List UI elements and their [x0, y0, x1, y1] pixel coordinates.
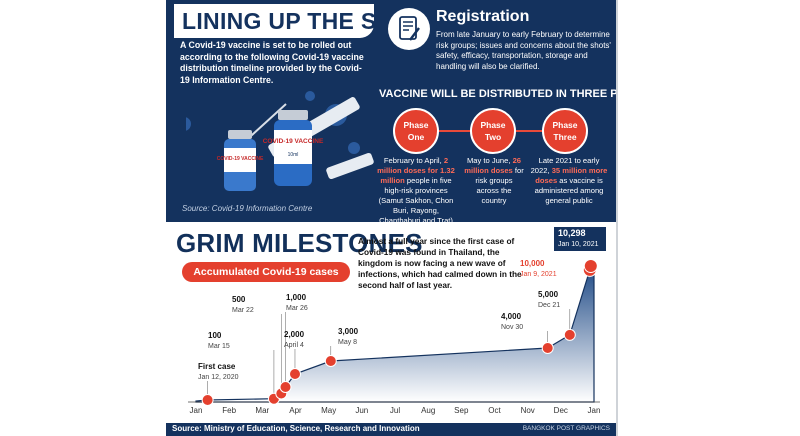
footer-bar: Source: Ministry of Education, Science, … — [166, 423, 616, 436]
milestone-point — [563, 328, 576, 341]
milestone-date: April 4 — [284, 342, 304, 349]
milestone-value: 500 — [232, 295, 246, 304]
month-tick-label: Aug — [421, 406, 435, 415]
cases-chart: Jan Feb Mar Apr May Jun Jul Aug Sep Oct Nov Dec Jan … — [188, 227, 606, 415]
phase-one-badge: Phase One — [393, 108, 439, 154]
phase-three-desc-b: as vaccine is administered among general… — [534, 176, 604, 205]
month-tick-label: Dec — [554, 406, 568, 415]
vial-label-small: COVID-19 VACCINE — [217, 156, 264, 162]
milestone-point — [583, 259, 598, 273]
phase-three-desc-a: Late 2021 to early 2022, — [530, 156, 600, 175]
milestone-value: 2,000 — [284, 330, 305, 339]
milestone-value: 10,298 — [558, 228, 586, 238]
vial-sub: 10ml — [288, 152, 299, 158]
month-tick-label: Sep — [454, 406, 469, 415]
registration-text: From late January to early February to d… — [436, 30, 611, 71]
month-tick-label: Nov — [521, 406, 535, 415]
page-edge — [616, 0, 618, 436]
phase-two-desc-highlight: 26 million doses — [464, 156, 522, 175]
phase-two-label-2: Two — [484, 132, 502, 142]
month-tick-label: Apr — [289, 406, 302, 415]
phase-one-label-1: Phase — [403, 120, 429, 130]
phase-two-desc-b: for risk groups across the country — [475, 166, 524, 205]
phase-three-desc-highlight: 35 million more doses — [535, 166, 608, 185]
vaccine-panel: LINING UP THE SHOTS A Covid-19 vaccine i… — [166, 0, 616, 225]
vaccine-source: Source: Covid-19 Information Centre — [182, 204, 313, 213]
milestone-date: Jan 10, 2021 — [558, 241, 599, 248]
milestone-value: 10,000 — [520, 259, 545, 268]
registration-title: Registration — [436, 8, 530, 25]
phase-one-description: February to April, 2 million doses for 1… — [373, 156, 459, 226]
month-tick-label: Jul — [390, 406, 400, 415]
data-source: Source: Ministry of Education, Science, … — [172, 424, 420, 433]
phase-two-description: May to June, 26 million doses for risk g… — [464, 156, 524, 206]
milestone-value: 3,000 — [338, 327, 359, 336]
milestone-date: Nov 30 — [501, 324, 523, 331]
document-pen-icon — [388, 8, 430, 50]
infographic: LINING UP THE SHOTS A Covid-19 vaccine i… — [166, 0, 616, 436]
month-tick-label: Mar — [255, 406, 269, 415]
milestone-point — [289, 368, 301, 380]
milestone-value: 100 — [208, 331, 222, 340]
phase-three-description: Late 2021 to early 2022, 35 million more… — [529, 156, 609, 206]
cases-pill: Accumulated Covid-19 cases — [182, 262, 350, 282]
month-tick-label: Jan — [190, 406, 203, 415]
phase-one-label-2: One — [407, 132, 425, 142]
milestone-date: May 8 — [338, 339, 357, 346]
milestone-point — [279, 381, 292, 393]
cases-area — [195, 265, 595, 403]
milestone-date: Jan 12, 2020 — [198, 374, 239, 381]
vaccine-vial-small: COVID-19 VACCINE — [217, 130, 264, 191]
milestone-date: Mar 15 — [208, 343, 230, 350]
grim-text: Almost a full year since the first case … — [358, 236, 522, 290]
intro-text: A Covid-19 vaccine is set to be rolled o… — [180, 40, 364, 85]
milestone-point — [324, 355, 337, 367]
month-tick-label: Jun — [355, 406, 368, 415]
milestone-value: First case — [198, 362, 236, 371]
milestone-date: Mar 22 — [232, 307, 254, 314]
phase-three-badge: Phase Three — [542, 108, 588, 154]
grim-title: GRIM MILESTONES — [176, 228, 423, 258]
syringe-rear — [326, 152, 374, 180]
phase-one-desc-b: people in five high-risk provinces (Samu… — [378, 176, 454, 225]
milestone-point — [201, 394, 214, 406]
phase-three-label-1: Phase — [552, 120, 578, 130]
month-tick-label: May — [321, 406, 336, 415]
month-tick-label: Feb — [222, 406, 236, 415]
milestone-point — [541, 342, 554, 354]
phase-two-label-1: Phase — [480, 120, 506, 130]
month-tick-label: Oct — [488, 406, 501, 415]
vaccine-illustration: COVID-19 VACCINE 10ml COVID-19 VACCINE — [186, 91, 374, 191]
milestone-date: Mar 26 — [286, 305, 308, 312]
milestone-value: 5,000 — [538, 290, 559, 299]
phase-two-desc-a: May to June, — [466, 156, 513, 165]
phase-two-badge: Phase Two — [470, 108, 516, 154]
vial-label: COVID-19 VACCINE — [263, 138, 324, 145]
milestone-date: Jan 9, 2021 — [520, 271, 557, 278]
milestone-date: Dec 21 — [538, 302, 560, 309]
vaccine-vial-large: COVID-19 VACCINE 10ml — [263, 110, 324, 186]
phases-heading: VACCINE WILL BE DISTRIBUTED IN THREE PHA… — [379, 88, 616, 100]
graphics-credit: BANGKOK POST GRAPHICS — [522, 425, 610, 432]
phase-one-desc-a: February to April, — [383, 156, 444, 165]
title-banner: LINING UP THE SHOTS — [174, 4, 441, 38]
phase-three-label-2: Three — [553, 132, 577, 142]
milestone-value: 4,000 — [501, 312, 522, 321]
milestone-value: 1,000 — [286, 293, 307, 302]
month-tick-label: Jan — [588, 406, 601, 415]
phase-one-desc-highlight: 2 million doses for 1.32 million — [377, 156, 455, 185]
latest-value-box — [554, 227, 606, 251]
